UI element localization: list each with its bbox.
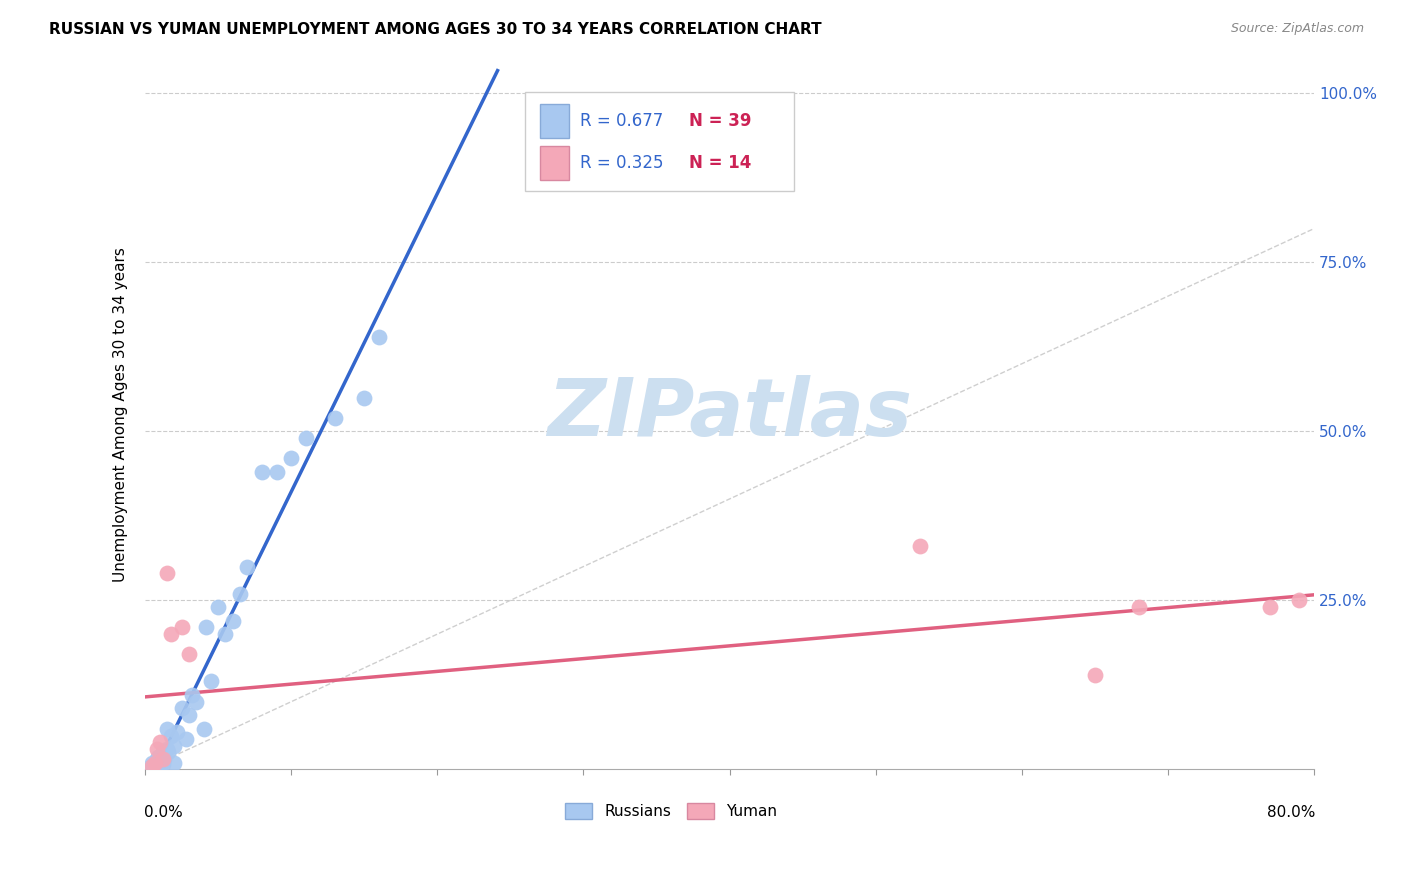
Point <box>908 539 931 553</box>
Point <box>163 756 186 770</box>
Point <box>153 752 176 766</box>
Point <box>222 614 245 628</box>
Point <box>195 620 218 634</box>
Point <box>170 620 193 634</box>
Point <box>149 754 172 768</box>
Point <box>1258 600 1281 615</box>
Text: R = 0.677: R = 0.677 <box>579 112 664 129</box>
Point <box>295 431 318 445</box>
Point <box>160 627 183 641</box>
Text: N = 39: N = 39 <box>689 112 751 129</box>
Point <box>214 627 236 641</box>
Point <box>156 742 179 756</box>
Point <box>156 566 179 581</box>
Point <box>180 688 202 702</box>
Point <box>143 756 166 771</box>
Point <box>152 756 174 771</box>
Y-axis label: Unemployment Among Ages 30 to 34 years: Unemployment Among Ages 30 to 34 years <box>114 247 128 582</box>
Point <box>143 756 166 770</box>
Point <box>160 729 183 743</box>
Point <box>280 451 302 466</box>
FancyBboxPatch shape <box>540 103 569 137</box>
Point <box>163 739 186 753</box>
Point <box>207 600 229 615</box>
Point <box>149 735 172 749</box>
Point <box>1084 667 1107 681</box>
Point <box>1128 600 1150 615</box>
Point <box>141 759 163 773</box>
Point <box>266 465 288 479</box>
Point <box>177 648 200 662</box>
Point <box>323 410 346 425</box>
Point <box>157 746 180 760</box>
Point <box>152 746 174 760</box>
Text: N = 14: N = 14 <box>689 154 751 172</box>
Point <box>146 752 169 766</box>
Point <box>148 750 170 764</box>
Point <box>146 754 169 768</box>
FancyBboxPatch shape <box>540 146 569 180</box>
Point <box>1288 593 1310 607</box>
Point <box>146 742 169 756</box>
Point <box>236 559 259 574</box>
Point <box>200 674 222 689</box>
Point <box>353 391 375 405</box>
Point <box>170 701 193 715</box>
Text: ZIPatlas: ZIPatlas <box>547 376 912 453</box>
Point <box>229 586 252 600</box>
Point <box>156 722 179 736</box>
Text: R = 0.325: R = 0.325 <box>579 154 664 172</box>
Legend: Russians, Yuman: Russians, Yuman <box>558 797 783 825</box>
Point <box>141 756 163 770</box>
Point <box>166 725 188 739</box>
FancyBboxPatch shape <box>524 92 794 191</box>
Text: 80.0%: 80.0% <box>1267 805 1315 820</box>
Point <box>149 759 172 773</box>
Point <box>193 722 215 736</box>
Point <box>177 708 200 723</box>
Point <box>186 695 208 709</box>
Point <box>149 748 172 763</box>
Point <box>174 731 197 746</box>
Point <box>367 329 389 343</box>
Text: 0.0%: 0.0% <box>143 805 183 820</box>
Text: Source: ZipAtlas.com: Source: ZipAtlas.com <box>1230 22 1364 36</box>
Text: RUSSIAN VS YUMAN UNEMPLOYMENT AMONG AGES 30 TO 34 YEARS CORRELATION CHART: RUSSIAN VS YUMAN UNEMPLOYMENT AMONG AGES… <box>49 22 823 37</box>
Point <box>141 759 163 773</box>
Point <box>250 465 273 479</box>
Point <box>152 752 174 766</box>
